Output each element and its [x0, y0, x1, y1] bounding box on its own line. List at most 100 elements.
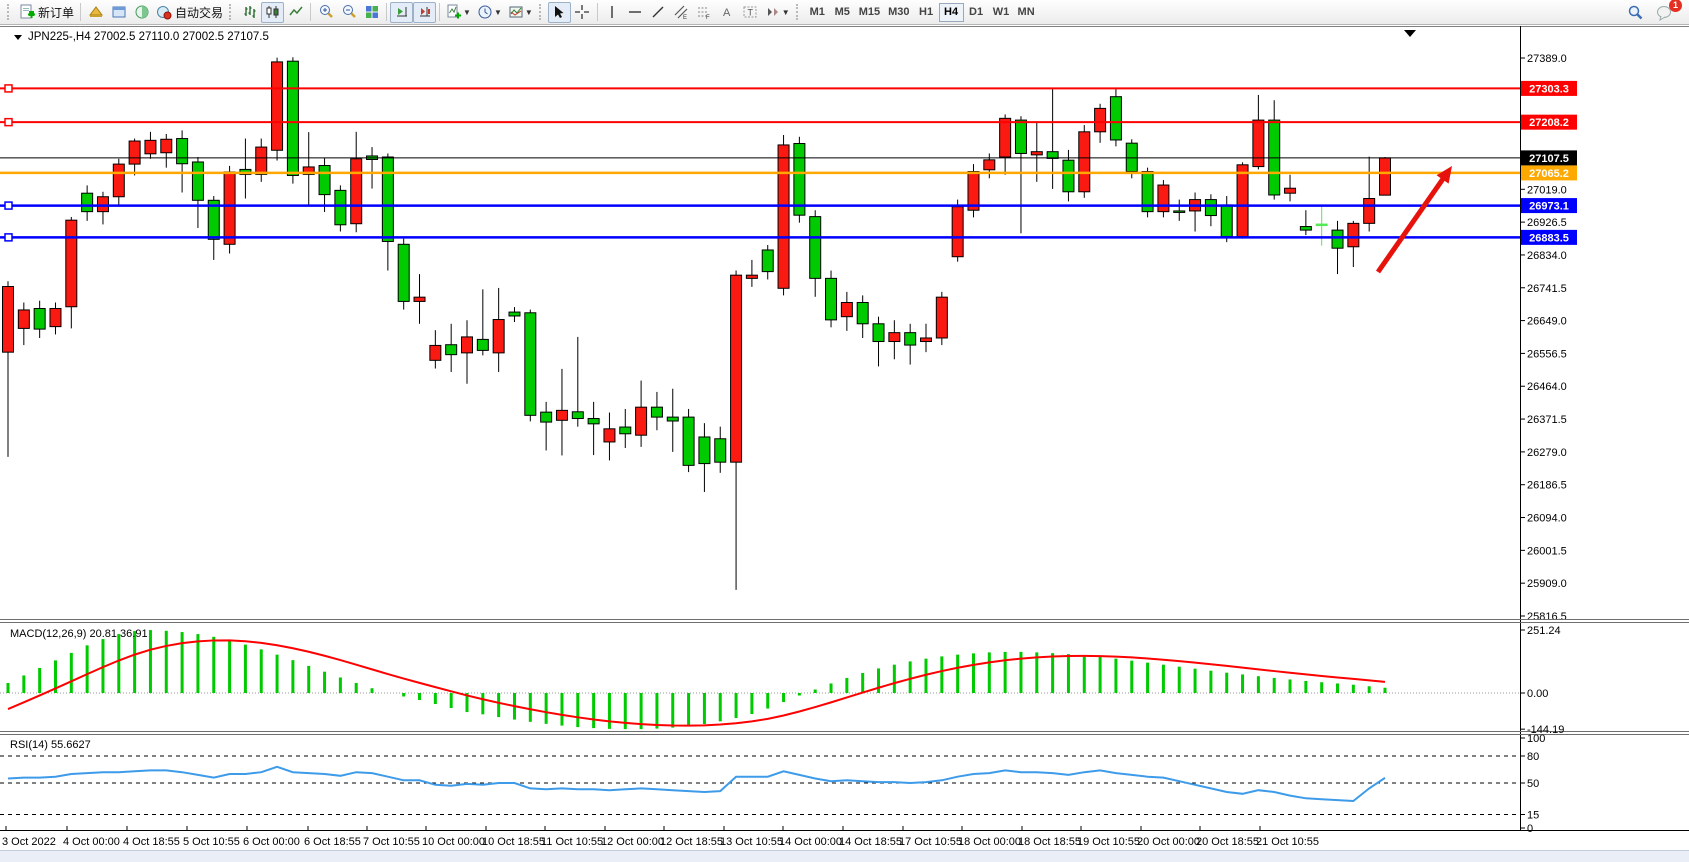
rsi-pane[interactable]: 100 80 50 150 RSI(14) 55.6627: [0, 733, 1545, 835]
svg-text:26371.5: 26371.5: [1527, 414, 1567, 426]
text-label-button[interactable]: T: [739, 2, 762, 23]
svg-text:4 Oct 18:55: 4 Oct 18:55: [123, 836, 180, 848]
notification-badge: 1: [1669, 0, 1682, 12]
zoom-in-button[interactable]: [314, 2, 337, 23]
rsi-line: [7, 765, 1386, 803]
svg-text:10 Oct 00:00: 10 Oct 00:00: [422, 836, 485, 848]
svg-text:26464.0: 26464.0: [1527, 381, 1567, 393]
level-line-26973.1[interactable]: [0, 201, 1520, 210]
arrows-icon: [765, 4, 781, 20]
timeframe-H4[interactable]: H4: [938, 2, 964, 22]
svg-text:14 Oct 00:00: 14 Oct 00:00: [779, 836, 842, 848]
text-button[interactable]: A: [716, 2, 739, 23]
chart-shift-icon: [417, 4, 433, 20]
timeframe-MN[interactable]: MN: [1017, 6, 1035, 18]
zoom-in-icon: [318, 4, 334, 20]
toolbar-grip[interactable]: [229, 4, 235, 20]
navigator-button[interactable]: [107, 2, 130, 23]
chevron-down-icon: ▼: [524, 7, 533, 17]
fibonacci-button[interactable]: F: [693, 2, 716, 23]
svg-text:26556.5: 26556.5: [1527, 348, 1567, 360]
svg-text:E: E: [683, 15, 687, 20]
toolbar-separator: [596, 3, 598, 21]
vertical-line-button[interactable]: [601, 2, 624, 23]
svg-text:50: 50: [1527, 778, 1539, 790]
svg-text:27389.0: 27389.0: [1527, 53, 1567, 65]
cursor-button[interactable]: [547, 1, 571, 23]
line-chart-button[interactable]: [284, 2, 307, 23]
svg-text:80: 80: [1527, 751, 1539, 763]
svg-text:5 Oct 10:55: 5 Oct 10:55: [183, 836, 240, 848]
svg-text:26883.5: 26883.5: [1529, 232, 1569, 244]
new-order-label: 新订单: [38, 5, 75, 20]
macd-pane[interactable]: 251.24 0.00 -144.19 MACD(12,26,9) 20.81 36.…: [0, 625, 1564, 736]
scrollbar-strip[interactable]: [0, 850, 1689, 862]
svg-text:10 Oct 18:55: 10 Oct 18:55: [482, 836, 545, 848]
svg-text:26001.5: 26001.5: [1527, 545, 1567, 557]
main-toolbar: 新订单 自动交易 ▼ ▼ ▼ E F A T: [0, 0, 1689, 25]
toolbar-grip[interactable]: [7, 4, 13, 20]
level-line-27208.2[interactable]: [0, 117, 1520, 127]
timeframe-M15[interactable]: M15: [858, 6, 881, 18]
toolbar-separator: [386, 3, 388, 21]
market-watch-button[interactable]: [84, 2, 107, 23]
timeframe-D1[interactable]: D1: [969, 6, 984, 18]
add-indicator-button[interactable]: ▼: [443, 2, 474, 23]
crosshair-icon: [574, 4, 590, 20]
auto-scroll-icon: [394, 4, 410, 20]
trendline-button[interactable]: [647, 2, 670, 23]
crosshair-button[interactable]: [571, 2, 594, 23]
arrows-button[interactable]: ▼: [762, 2, 793, 23]
price-badge-26883.5: 26883.5: [1521, 229, 1577, 245]
svg-text:26926.5: 26926.5: [1527, 217, 1567, 229]
macd-label: MACD(12,26,9) 20.81 36.91: [10, 628, 148, 640]
chat-button[interactable]: 1: [1653, 0, 1682, 23]
bar-chart-button[interactable]: [238, 2, 261, 23]
svg-text:25816.5: 25816.5: [1527, 611, 1567, 623]
timeframe-H1[interactable]: H1: [919, 6, 934, 18]
level-line-27303.3[interactable]: [0, 84, 1520, 93]
channel-button[interactable]: E: [670, 2, 693, 23]
zoom-out-button[interactable]: [337, 2, 360, 23]
data-window-button[interactable]: [130, 2, 153, 23]
toolbar-grip[interactable]: [795, 4, 802, 20]
timeframe-M30[interactable]: M30: [888, 6, 910, 18]
svg-text:20 Oct 00:00: 20 Oct 00:00: [1137, 836, 1200, 848]
search-button[interactable]: [1624, 2, 1647, 23]
macd-signal-line: [7, 639, 1386, 727]
price-badge-26973.1: 26973.1: [1521, 198, 1577, 214]
zoom-out-icon: [341, 4, 357, 20]
template-button[interactable]: ▼: [505, 2, 536, 23]
price-axis[interactable]: 27389.0 27019.0 26926.5 26834.0 26741.5 26649…: [1520, 53, 1567, 623]
template-icon: [508, 4, 524, 20]
svg-text:0: 0: [1527, 823, 1533, 835]
level-line-26883.5[interactable]: [0, 233, 1520, 242]
chart-shift-button[interactable]: [413, 1, 437, 23]
svg-text:27208.2: 27208.2: [1529, 117, 1569, 129]
svg-text:19 Oct 10:55: 19 Oct 10:55: [1077, 836, 1140, 848]
horizontal-line-button[interactable]: [624, 2, 647, 23]
annotation-arrow[interactable]: [1375, 166, 1452, 274]
timeframe-M5[interactable]: M5: [834, 6, 850, 18]
symbol-marker[interactable]: [1404, 30, 1416, 37]
svg-text:6 Oct 18:55: 6 Oct 18:55: [304, 836, 361, 848]
tile-windows-button[interactable]: [360, 2, 383, 23]
timeframe-M1[interactable]: M1: [809, 6, 825, 18]
new-order-button[interactable]: 新订单: [16, 2, 77, 23]
time-axis[interactable]: 3 Oct 2022 4 Oct 00:00 4 Oct 18:55 5 Oct 10…: [2, 826, 1319, 848]
chevron-down-icon: ▼: [463, 7, 471, 17]
toolbar-grip[interactable]: [538, 4, 545, 20]
auto-scroll-button[interactable]: [390, 1, 414, 23]
tile-windows-icon: [364, 4, 380, 20]
svg-text:7 Oct 10:55: 7 Oct 10:55: [363, 836, 420, 848]
horizontal-line-icon: [627, 4, 643, 20]
candlestick-chart-button[interactable]: [261, 1, 285, 23]
svg-text:A: A: [723, 7, 731, 19]
svg-text:14 Oct 18:55: 14 Oct 18:55: [839, 836, 902, 848]
timeframe-W1[interactable]: W1: [992, 6, 1010, 18]
autotrading-button[interactable]: 自动交易: [153, 2, 226, 23]
periods-button[interactable]: ▼: [474, 2, 505, 23]
candles[interactable]: [2, 57, 1391, 590]
